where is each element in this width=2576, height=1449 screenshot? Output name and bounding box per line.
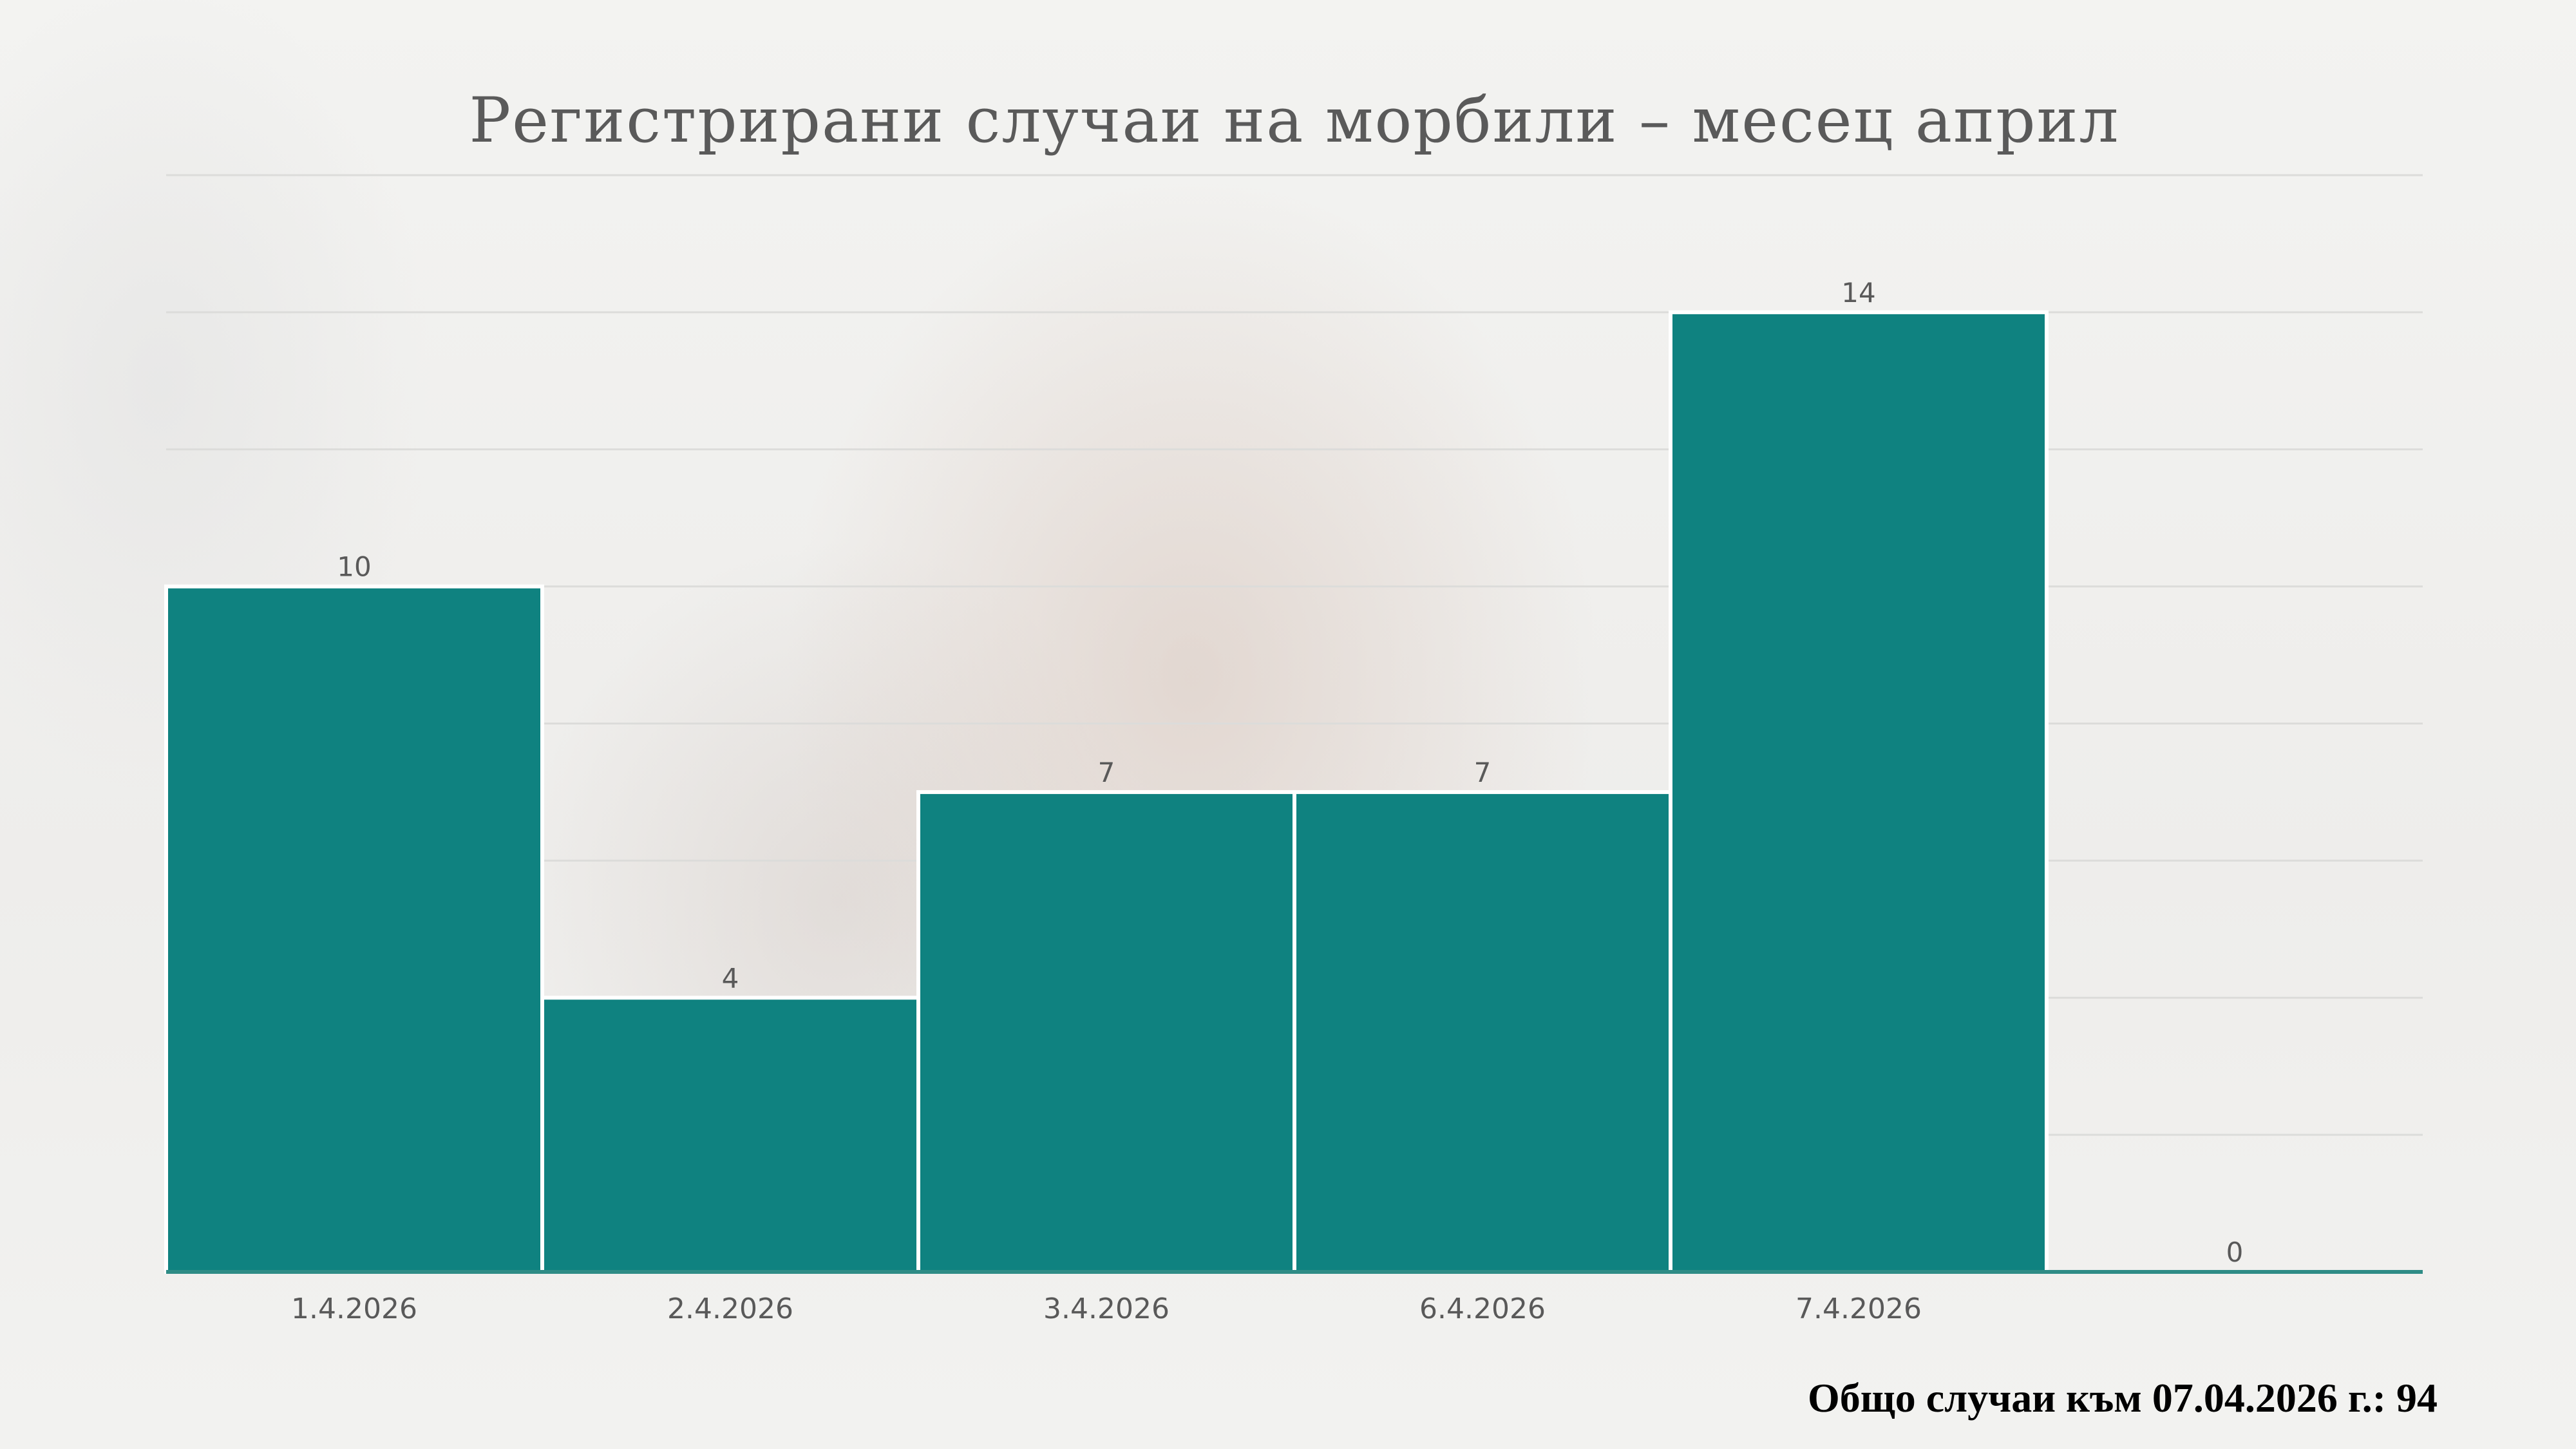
chart-title: Регистрирани случаи на морбили – месец а… (469, 84, 2120, 156)
bar (164, 584, 544, 1274)
data-label: 0 (2226, 1236, 2244, 1268)
data-label: 7 (1098, 757, 1115, 788)
total-cases-note: Общо случаи към 07.04.2026 г.: 94 (1807, 1375, 2438, 1421)
bar (1293, 790, 1672, 1274)
data-label: 14 (1841, 277, 1875, 308)
x-tick-label: 6.4.2026 (1419, 1293, 1546, 1325)
bar (916, 790, 1296, 1274)
data-label: 4 (722, 962, 739, 994)
data-label: 7 (1474, 757, 1492, 788)
data-label: 10 (337, 551, 371, 583)
x-tick-label: 7.4.2026 (1795, 1293, 1922, 1325)
bars (164, 310, 2049, 1274)
bar (540, 996, 920, 1274)
x-axis-tick-labels: 1.4.2026 2.4.2026 3.4.2026 6.4.2026 7.4.2026 (291, 1293, 1922, 1325)
data-labels: 10 4 7 7 14 0 (337, 277, 2243, 1268)
bar (1669, 310, 2049, 1274)
x-tick-label: 3.4.2026 (1043, 1293, 1170, 1325)
x-tick-label: 1.4.2026 (291, 1293, 417, 1325)
x-tick-label: 2.4.2026 (667, 1293, 793, 1325)
